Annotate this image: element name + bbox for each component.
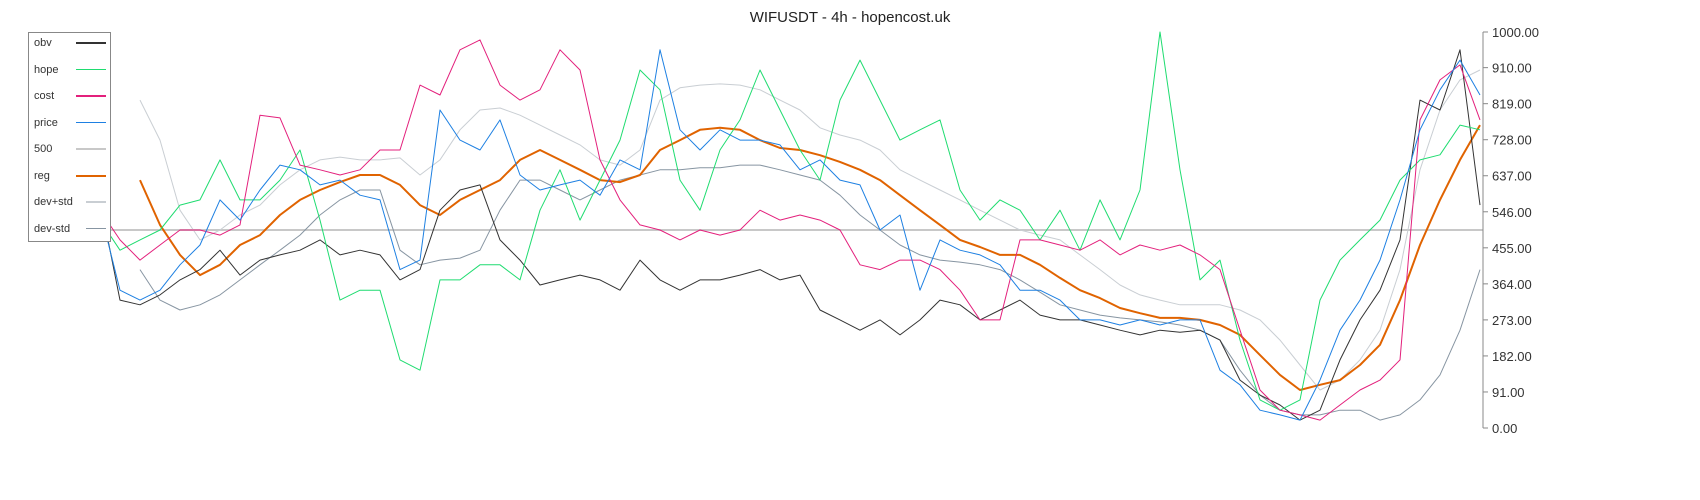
y-tick-label: 910.00 <box>1492 61 1532 76</box>
legend-label: reg <box>34 169 50 182</box>
legend-label: dev+std <box>34 196 73 208</box>
legend-swatch <box>86 227 106 230</box>
legend-label: price <box>34 116 58 129</box>
legend-swatch <box>76 42 106 44</box>
y-tick-label: 364.00 <box>1492 277 1532 292</box>
series-line-reg <box>139 124 1481 391</box>
series-line-price <box>99 49 1481 421</box>
legend-item[interactable]: obv <box>34 35 106 51</box>
legend-label: obv <box>34 37 52 49</box>
legend-label: dev-std <box>34 222 71 235</box>
legend-swatch <box>86 201 106 203</box>
series-line-obv <box>99 49 1481 421</box>
y-tick-label: 546.00 <box>1492 205 1532 220</box>
legend: obv hope cost price 500 reg dev+std dev-std <box>28 32 111 242</box>
legend-swatch <box>76 148 106 150</box>
legend-item[interactable]: dev+std <box>34 194 106 210</box>
legend-item[interactable]: reg <box>34 168 106 184</box>
legend-item[interactable]: hope <box>34 62 106 78</box>
y-tick-label: 637.00 <box>1492 169 1532 184</box>
legend-label: 500 <box>34 143 53 155</box>
y-tick-label: 91.00 <box>1492 385 1525 400</box>
legend-item[interactable]: price <box>34 115 106 131</box>
legend-item[interactable]: 500 <box>34 141 106 157</box>
chart-title: WIFUSDT - 4h - hopencost.uk <box>749 9 951 26</box>
series-line-devplusstd <box>139 69 1481 391</box>
legend-item[interactable]: dev-std <box>34 221 106 237</box>
series-line-hope <box>99 31 1481 411</box>
y-tick-label: 819.00 <box>1492 97 1532 112</box>
y-tick-label: 0.00 <box>1492 421 1517 436</box>
y-tick-label: 182.00 <box>1492 349 1532 364</box>
y-tick-label: 728.00 <box>1492 133 1532 148</box>
legend-label: hope <box>34 63 59 76</box>
legend-swatch <box>76 121 106 124</box>
legend-label: cost <box>34 90 55 102</box>
y-tick-label: 1000.00 <box>1492 25 1539 40</box>
legend-item[interactable]: cost <box>34 88 106 104</box>
legend-swatch <box>76 68 106 71</box>
y-tick-label: 273.00 <box>1492 313 1532 328</box>
series-line-cost <box>99 39 1481 421</box>
legend-swatch <box>76 95 106 97</box>
legend-swatch <box>76 174 106 177</box>
y-tick-label: 455.00 <box>1492 241 1532 256</box>
